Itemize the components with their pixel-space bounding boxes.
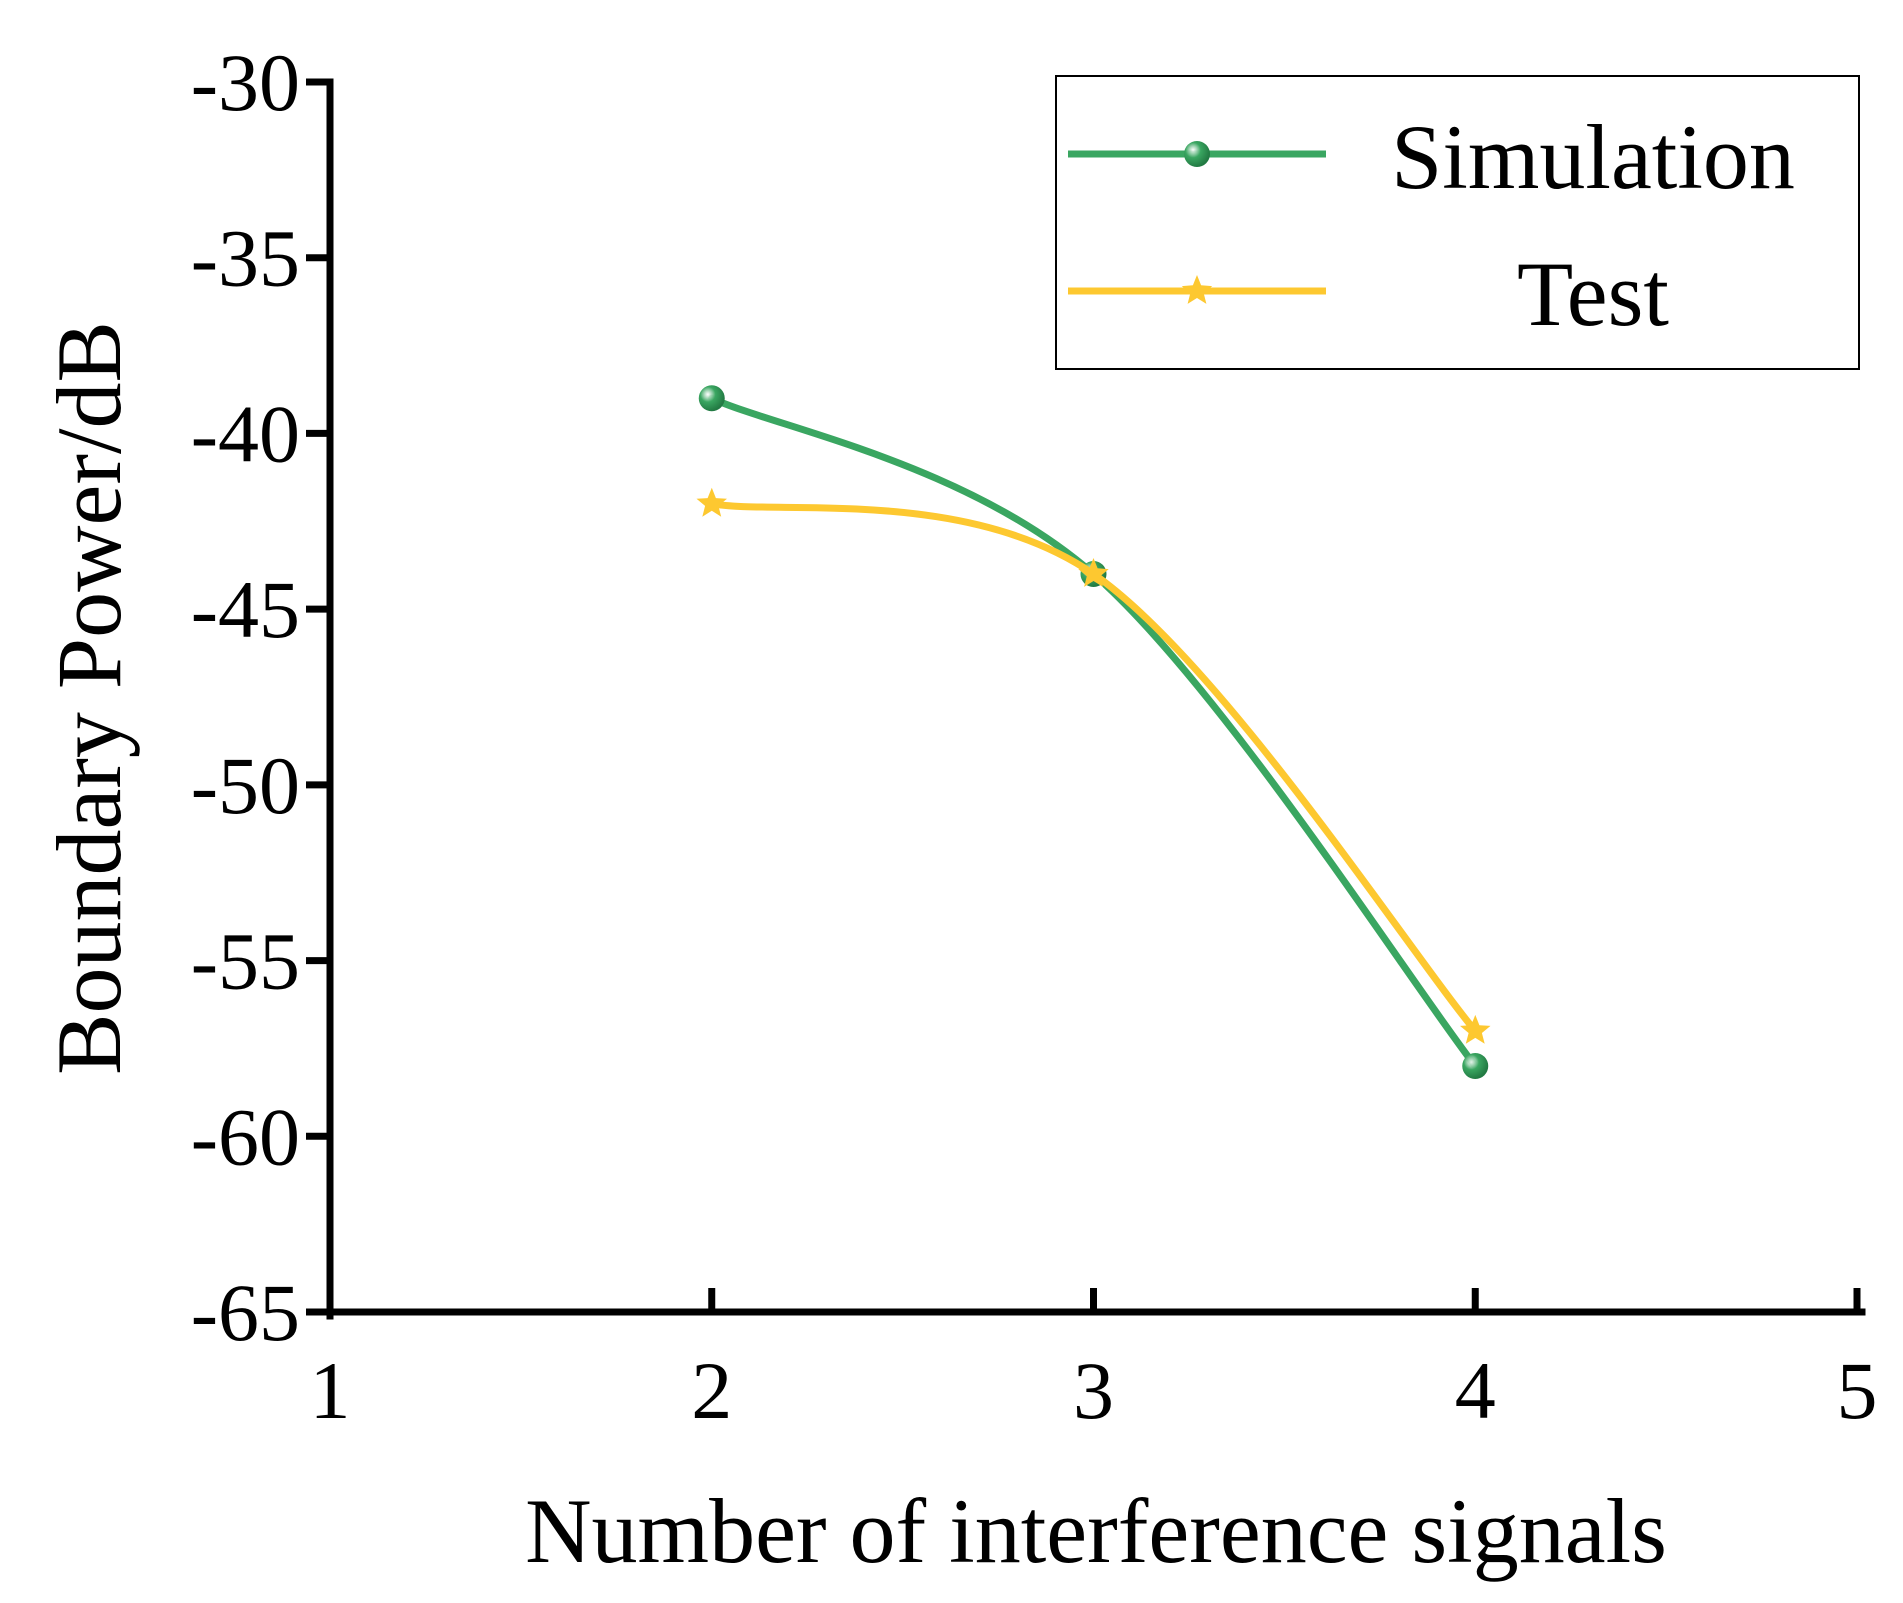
y-axis-title: Boundary Power/dB [38,321,140,1075]
y-tick-label: -45 [191,564,300,655]
x-tick-label: 2 [691,1345,732,1436]
x-axis-title: Number of interference signals [525,1480,1667,1582]
y-tick-label: -65 [191,1267,300,1358]
legend-simulation-label: Simulation [1391,106,1795,208]
x-ticks: 1 2 3 4 5 [310,1288,1878,1436]
y-tick-label: -40 [191,388,300,479]
legend-test-label: Test [1517,243,1669,345]
legend-box [1055,75,1860,370]
series-test [696,487,1491,1044]
legend-item-simulation: Simulation [1068,106,1795,208]
legend-simulation-marker [1184,141,1210,167]
series-line-test [708,500,1479,1035]
x-tick-label: 3 [1073,1345,1114,1436]
data-point-test [1460,1014,1491,1044]
y-tick-label: -55 [191,916,300,1007]
y-tick-label: -35 [191,213,300,304]
legend-item-test: Test [1068,243,1669,345]
x-tick-label: 4 [1455,1345,1496,1436]
y-ticks: -30 -35 -40 -45 -50 -55 -60 -65 [191,37,330,1358]
series-line-simulation [708,394,1479,1070]
x-tick-label: 5 [1837,1345,1878,1436]
y-tick-label: -60 [191,1091,300,1182]
data-point-simulation [698,385,725,412]
data-point-simulation [1462,1053,1489,1079]
legend-test-marker [1181,275,1213,304]
series-simulation [698,385,1489,1079]
y-tick-label: -50 [191,740,300,831]
series-layer [696,385,1491,1079]
legend: Simulation Test [1055,75,1860,370]
y-tick-label: -30 [191,37,300,128]
data-point-test [696,487,727,517]
axes: -30 -35 -40 -45 -50 -55 -60 -65 1 2 3 4 5 [191,37,1878,1436]
data-point-test [1078,558,1109,587]
x-tick-label: 1 [310,1345,351,1436]
